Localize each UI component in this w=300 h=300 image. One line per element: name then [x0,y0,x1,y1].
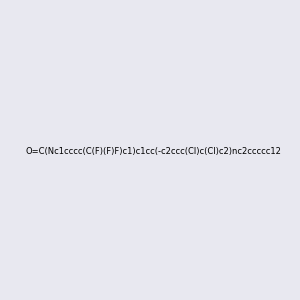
Text: O=C(Nc1cccc(C(F)(F)F)c1)c1cc(-c2ccc(Cl)c(Cl)c2)nc2ccccc12: O=C(Nc1cccc(C(F)(F)F)c1)c1cc(-c2ccc(Cl)c… [26,147,282,156]
